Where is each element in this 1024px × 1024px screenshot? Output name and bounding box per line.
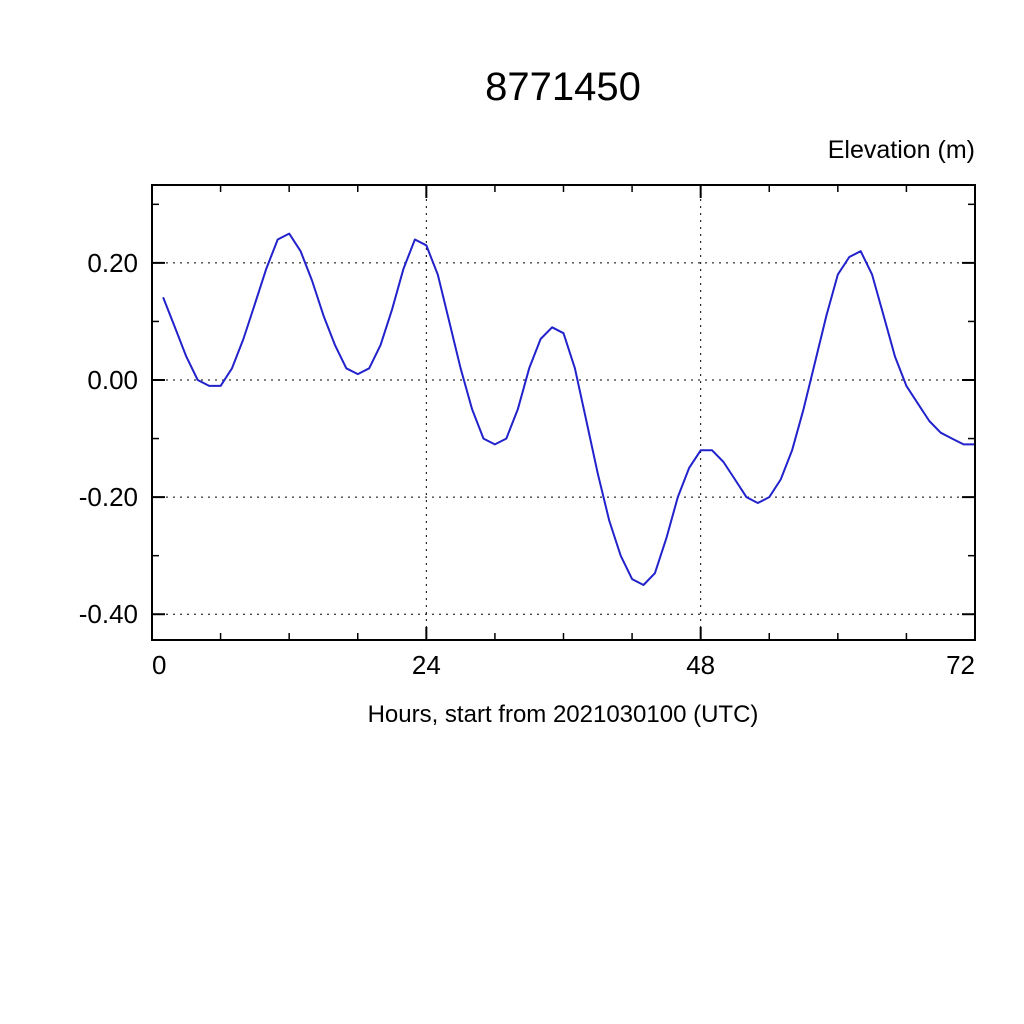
series-layer [162, 232, 976, 586]
y-tick-label: -0.40 [79, 599, 138, 629]
elevation-unit-label: Elevation (m) [828, 136, 975, 164]
y-tick-label: -0.20 [79, 482, 138, 512]
y-tick-label: 0.20 [87, 248, 138, 278]
plot-frame [151, 184, 976, 641]
grid-layer [152, 185, 975, 640]
tick-label-layer: 0 24 48 72 0.20 0.00 -0.20 -0.40 [79, 248, 975, 680]
x-tick-label: 0 [152, 650, 166, 680]
axes-layer [151, 184, 976, 641]
x-axis-label: Hours, start from 2021030100 (UTC) [368, 701, 759, 728]
y-tick-label: 0.00 [87, 365, 138, 395]
elevation-line [162, 232, 976, 586]
x-tick-label: 72 [946, 650, 975, 680]
chart-title: 8771450 [485, 65, 641, 109]
x-tick-label: 24 [412, 650, 441, 680]
x-tick-label: 48 [686, 650, 715, 680]
